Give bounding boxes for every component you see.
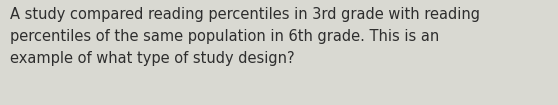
Text: A study compared reading percentiles in 3rd grade with reading
percentiles of th: A study compared reading percentiles in … (10, 7, 480, 66)
